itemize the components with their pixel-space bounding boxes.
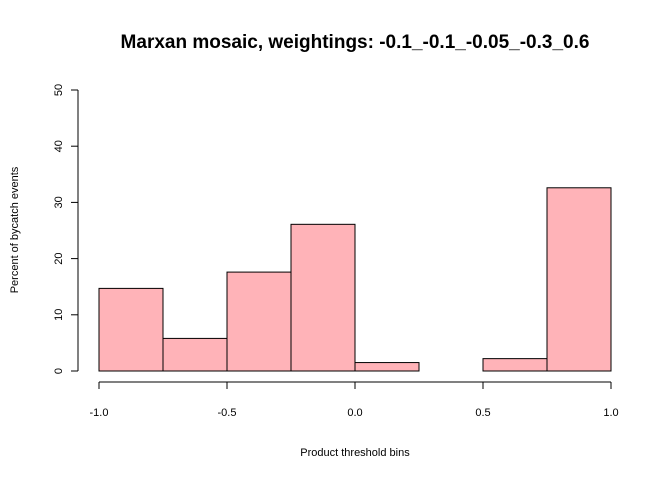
- x-tick-label: -0.5: [218, 407, 237, 419]
- histogram-bar: [290, 223, 356, 372]
- y-tick-label: 50: [53, 84, 65, 96]
- y-axis-label: Percent of bycatch events: [9, 166, 21, 293]
- x-tick-label: 0.0: [347, 407, 362, 419]
- x-axis: -1.0 -0.5 0.0 0.5 1.0: [90, 381, 619, 419]
- x-tick-label: 0.5: [475, 407, 490, 419]
- y-tick-label: 40: [53, 140, 65, 152]
- y-tick-label: 10: [53, 309, 65, 321]
- histogram-bar: [546, 187, 612, 372]
- y-tick-label: 0: [53, 368, 65, 374]
- histogram-bar: [98, 287, 164, 372]
- x-axis-label: Product threshold bins: [300, 447, 410, 459]
- histogram-bar: [482, 358, 548, 372]
- x-tick-label: -1.0: [90, 407, 109, 419]
- histogram-bar: [162, 337, 228, 372]
- histogram-bar: [226, 271, 292, 372]
- y-tick-label: 30: [53, 196, 65, 208]
- bars-group: [98, 187, 612, 372]
- histogram-bar: [354, 362, 420, 372]
- y-axis: 0 10 20 30 40 50: [53, 84, 79, 374]
- x-tick-label: 1.0: [603, 407, 618, 419]
- y-tick-label: 20: [53, 252, 65, 264]
- chart-title: Marxan mosaic, weightings: -0.1_-0.1_-0.…: [121, 32, 590, 53]
